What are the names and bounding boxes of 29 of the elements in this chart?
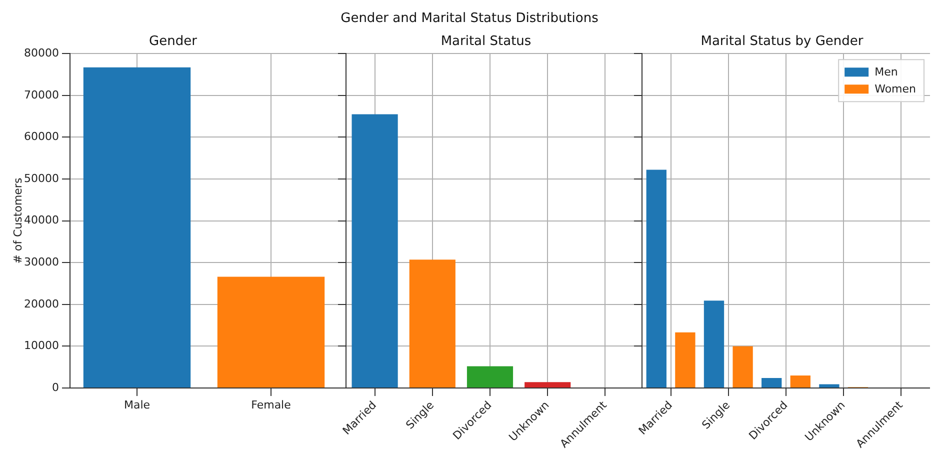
y-tick-label: 50000: [24, 172, 59, 185]
y-tick-label: 20000: [24, 297, 59, 310]
y-tick-label: 70000: [24, 88, 59, 102]
bar: [409, 260, 456, 388]
x-tick-label: Female: [251, 398, 292, 412]
y-tick-label: 40000: [24, 214, 59, 227]
bar: [675, 332, 696, 388]
bar: [704, 300, 724, 388]
bar: [819, 384, 840, 388]
bar: [466, 366, 514, 388]
text: Gender and Marital Status Distributions: [340, 10, 600, 28]
y-tick-label: 0: [52, 380, 59, 394]
y-tick-label: 80000: [24, 46, 59, 60]
bar: [762, 378, 782, 388]
chart-title: Marital Status: [440, 34, 532, 50]
legend-label: Men: [874, 65, 898, 78]
y-tick-label: 10000: [24, 339, 59, 352]
chart-title: Marital Status by Gender: [700, 34, 864, 50]
bar: [646, 170, 666, 388]
bar: [732, 346, 753, 388]
y-tick-label: 60000: [24, 130, 59, 144]
y-tick-label: 30000: [24, 255, 59, 268]
x-tick-label: Male: [124, 398, 150, 412]
chart-title: Gender: [149, 34, 198, 50]
bar: [352, 114, 398, 388]
bar: [790, 375, 810, 388]
legend-label: Women: [874, 82, 916, 96]
bar: [524, 382, 571, 388]
y-axis-title: # of Customers: [11, 178, 24, 264]
